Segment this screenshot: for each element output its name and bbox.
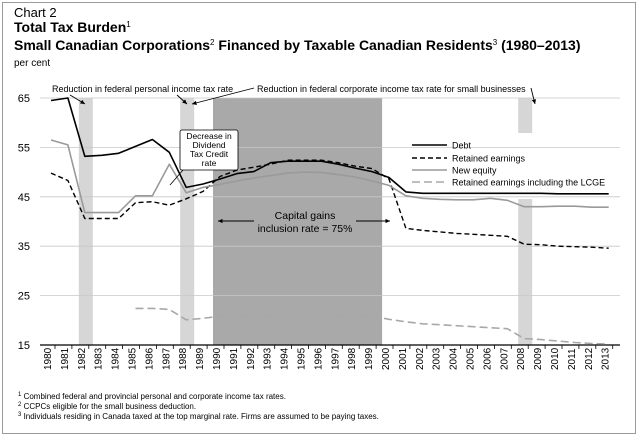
dividend-note-text: Dividend	[192, 140, 225, 150]
shaded-period-2008	[518, 98, 533, 133]
annotations: Reduction in federal personal income tax…	[52, 84, 537, 235]
x-tick-label: 1980	[43, 347, 54, 370]
x-tick-label: 2011	[567, 348, 578, 370]
x-tick-label: 1997	[330, 347, 341, 370]
x-tick-label: 2007	[499, 347, 510, 370]
capital-gains-arrow-left-head	[218, 218, 223, 224]
footnote-mark: 3	[18, 412, 22, 418]
x-tick-label: 1991	[229, 347, 240, 370]
chart-frame	[2, 2, 636, 434]
x-tick-label: 1992	[246, 347, 257, 370]
chart-number: Chart 2	[14, 5, 57, 20]
chart-subtitle: Small Canadian Corporations2 Financed by…	[14, 37, 581, 53]
x-tick-label: 1996	[313, 347, 324, 370]
dividend-note-text: rate	[202, 158, 217, 168]
x-tick-label: 1998	[347, 347, 358, 370]
legend-label: New equity	[452, 166, 497, 176]
x-tick-label: 2013	[601, 347, 612, 370]
arrow-to-1988-corporate-head	[192, 100, 197, 105]
x-tick-label: 1989	[195, 347, 206, 370]
series-line-retained-earnings-including-the-lcge	[135, 307, 609, 345]
series-lines	[50, 97, 609, 345]
y-tick-labels: 15 25 35 45 55 65	[18, 93, 30, 352]
subtitle-part-1: Small Canadian Corporations	[14, 37, 211, 53]
subtitle-part-2: Financed by Taxable Canadian Residents	[214, 37, 493, 53]
x-axis	[54, 345, 614, 349]
x-tick-label: 2009	[533, 347, 544, 370]
shaded-period-1982	[78, 98, 93, 345]
x-tick-label: 1985	[128, 347, 139, 370]
x-tick-label: 2010	[550, 347, 561, 370]
x-tick-label: 1990	[212, 347, 223, 370]
footnote-3: 3 Individuals residing in Canada taxed a…	[18, 412, 379, 421]
footnote-2: 2 CCPCs eligible for the small business …	[18, 402, 196, 411]
footnote-1: 1 Combined federal and provincial person…	[18, 392, 286, 401]
capital-gains-label-2: inclusion rate = 75%	[258, 223, 353, 235]
gridlines	[40, 97, 620, 346]
x-tick-label: 2004	[449, 347, 460, 370]
x-tick-label: 2005	[466, 347, 477, 370]
annotation-personal-rate: Reduction in federal personal income tax…	[52, 84, 233, 94]
x-tick-label: 2008	[516, 347, 527, 370]
footnote-mark: 1	[18, 392, 22, 398]
series-line-debt	[50, 97, 609, 195]
series-line-new-equity	[50, 139, 609, 214]
x-tick-label: 1982	[77, 347, 88, 370]
x-tick-label: 1994	[280, 347, 291, 370]
subtitle-footnote-mark-2: 2	[210, 38, 215, 47]
footnote-text: CCPCs eligible for the small business de…	[23, 402, 197, 411]
dividend-note-text: Tax Credit	[190, 149, 229, 159]
x-tick-label: 2003	[432, 347, 443, 370]
x-tick-labels: 1980 1981 1982 1983 1984 1985 1986 1987 1988 1989…	[43, 347, 612, 370]
shaded-period-2008-lower	[518, 199, 533, 345]
series-line-retained-earnings	[50, 159, 609, 249]
x-tick-label: 1995	[297, 347, 308, 370]
title-text: Total Tax Burden	[14, 19, 127, 35]
x-tick-label: 1993	[263, 347, 274, 370]
legend-label: Retained earnings including the LCGE	[452, 178, 605, 188]
subtitle-footnote-mark-3: 3	[492, 38, 498, 47]
x-tick-label: 1988	[178, 347, 189, 370]
shaded-period-1990	[213, 98, 383, 345]
y-tick-label: 15	[18, 340, 30, 352]
annotation-corporate-rate: Reduction in federal corporate income ta…	[257, 84, 526, 94]
footnote-mark: 2	[18, 402, 22, 408]
arrow-to-1988-corporate	[191, 87, 255, 105]
x-tick-label: 1999	[364, 347, 375, 370]
title-footnote-mark: 1	[126, 20, 131, 29]
arrow-to-1988-personal-head	[182, 99, 187, 104]
legend-label: Debt	[452, 141, 472, 151]
y-tick-label: 35	[18, 241, 30, 253]
legend: Debt Retained earnings New equity Retained …	[412, 141, 605, 188]
capital-gains-arrow-right-head	[385, 218, 390, 224]
chart-title: Total Tax Burden1	[14, 19, 131, 35]
x-tick-label: 1983	[94, 347, 105, 370]
legend-label: Retained earnings	[452, 154, 526, 164]
arrow-to-2008-head	[531, 99, 537, 104]
x-tick-label: 2000	[381, 347, 392, 370]
x-tick-label: 1981	[60, 347, 71, 370]
x-tick-label: 2001	[398, 347, 409, 370]
dividend-note-box	[179, 129, 239, 171]
dividend-note-text: Decrease in	[186, 131, 232, 141]
y-tick-label: 45	[18, 192, 30, 204]
subtitle-part-3: (1980–2013)	[497, 37, 581, 53]
footnote-text: Individuals residing in Canada taxed at …	[23, 412, 379, 421]
x-tick-label: 1986	[144, 347, 155, 370]
y-tick-label: 65	[18, 93, 30, 105]
footnote-text: Combined federal and provincial personal…	[23, 392, 286, 401]
y-tick-label: 55	[18, 142, 30, 154]
y-tick-label: 25	[18, 291, 30, 303]
x-tick-label: 1987	[161, 347, 172, 370]
x-tick-label: 2006	[482, 347, 493, 370]
x-tick-label: 2002	[415, 347, 426, 370]
dividend-note-pointer	[169, 169, 184, 186]
y-axis-unit: per cent	[14, 58, 51, 69]
x-tick-label: 2012	[584, 347, 595, 370]
capital-gains-label-1: Capital gains	[275, 210, 336, 222]
arrow-to-1982-head	[80, 99, 85, 104]
x-tick-label: 1984	[111, 347, 122, 370]
